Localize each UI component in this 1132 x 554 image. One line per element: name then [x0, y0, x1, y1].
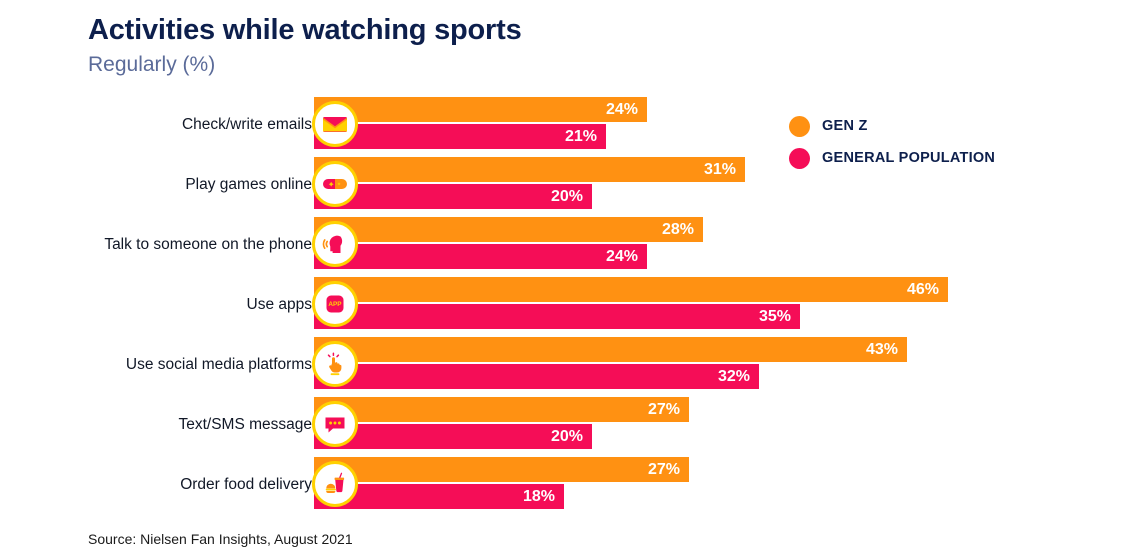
- bar-group: 43% 32%: [314, 337, 907, 389]
- bar-gen-z[interactable]: 28%: [314, 217, 703, 242]
- bar-value-label: 28%: [661, 220, 694, 238]
- source-note: Source: Nielsen Fan Insights, August 202…: [88, 531, 353, 547]
- bar-group: 27% 20%: [314, 397, 689, 449]
- chart-row: Text/SMS message 27% 20%: [0, 397, 1132, 457]
- bar-value-label: 46%: [906, 280, 939, 298]
- bar-chart-plot: Check/write emails 24% 21% Play games on…: [0, 97, 1132, 517]
- chart-row: Use apps APP 46% 35%: [0, 277, 1132, 337]
- bar-group: 46% 35%: [314, 277, 948, 329]
- bar-value-label: 24%: [605, 247, 638, 265]
- page-title: Activities while watching sports: [88, 14, 522, 46]
- bar-value-label: 43%: [865, 340, 898, 358]
- bar-gen-z[interactable]: 24%: [314, 97, 647, 122]
- bar-group: 31% 20%: [314, 157, 745, 209]
- category-label: Text/SMS message: [178, 416, 312, 433]
- chart-row: Use social media platforms 43% 32%: [0, 337, 1132, 397]
- bar-general-population[interactable]: 32%: [314, 364, 759, 389]
- legend-item-general-population[interactable]: GENERAL POPULATION: [789, 142, 995, 174]
- bar-value-label: 21%: [564, 127, 597, 145]
- bar-value-label: 27%: [647, 400, 680, 418]
- chart-subtitle: Regularly (%): [88, 53, 216, 76]
- bar-gen-z[interactable]: 31%: [314, 157, 745, 182]
- category-label: Use apps: [246, 296, 312, 313]
- bar-value-label: 35%: [758, 307, 791, 325]
- chart-row: Play games online 31% 20%: [0, 157, 1132, 217]
- legend-item-gen-z[interactable]: GEN Z: [789, 110, 995, 142]
- chart-legend: GEN Z GENERAL POPULATION: [789, 110, 995, 174]
- tapping-hand-icon: [312, 341, 358, 387]
- bar-value-label: 20%: [550, 427, 583, 445]
- bar-general-population[interactable]: 20%: [314, 424, 592, 449]
- legend-dot-icon: [789, 147, 810, 169]
- category-label: Check/write emails: [181, 116, 312, 133]
- bar-general-population[interactable]: 24%: [314, 244, 647, 269]
- chart-row: Check/write emails 24% 21%: [0, 97, 1132, 157]
- talking-head-icon: [312, 221, 358, 267]
- food-delivery-icon: [312, 461, 358, 507]
- legend-dot-icon: [789, 115, 810, 137]
- bar-gen-z[interactable]: 27%: [314, 457, 689, 482]
- bar-general-population[interactable]: 21%: [314, 124, 606, 149]
- bar-gen-z[interactable]: 46%: [314, 277, 948, 302]
- bar-value-label: 27%: [647, 460, 680, 478]
- category-label: Order food delivery: [180, 476, 312, 493]
- game-controller-icon: [312, 161, 358, 207]
- bar-group: 24% 21%: [314, 97, 647, 149]
- svg-text:APP: APP: [328, 301, 342, 308]
- bar-group: 28% 24%: [314, 217, 703, 269]
- chat-bubble-icon: [312, 401, 358, 447]
- bar-value-label: 20%: [550, 187, 583, 205]
- bar-gen-z[interactable]: 43%: [314, 337, 907, 362]
- category-label: Play games online: [185, 176, 312, 193]
- chart-row: Order food delivery 27% 18%: [0, 457, 1132, 517]
- bar-general-population[interactable]: 35%: [314, 304, 800, 329]
- envelope-icon: [312, 101, 358, 147]
- bar-value-label: 18%: [522, 487, 555, 505]
- bar-general-population[interactable]: 20%: [314, 184, 592, 209]
- bar-value-label: 32%: [717, 367, 750, 385]
- chart-row: Talk to someone on the phone 28% 24%: [0, 217, 1132, 277]
- legend-label: GEN Z: [822, 118, 868, 134]
- bar-value-label: 31%: [703, 160, 736, 178]
- category-label: Talk to someone on the phone: [104, 236, 312, 253]
- app-icon: APP: [312, 281, 358, 327]
- bar-gen-z[interactable]: 27%: [314, 397, 689, 422]
- category-label: Use social media platforms: [125, 356, 312, 373]
- bar-value-label: 24%: [605, 100, 638, 118]
- bar-group: 27% 18%: [314, 457, 689, 509]
- legend-label: GENERAL POPULATION: [822, 150, 996, 166]
